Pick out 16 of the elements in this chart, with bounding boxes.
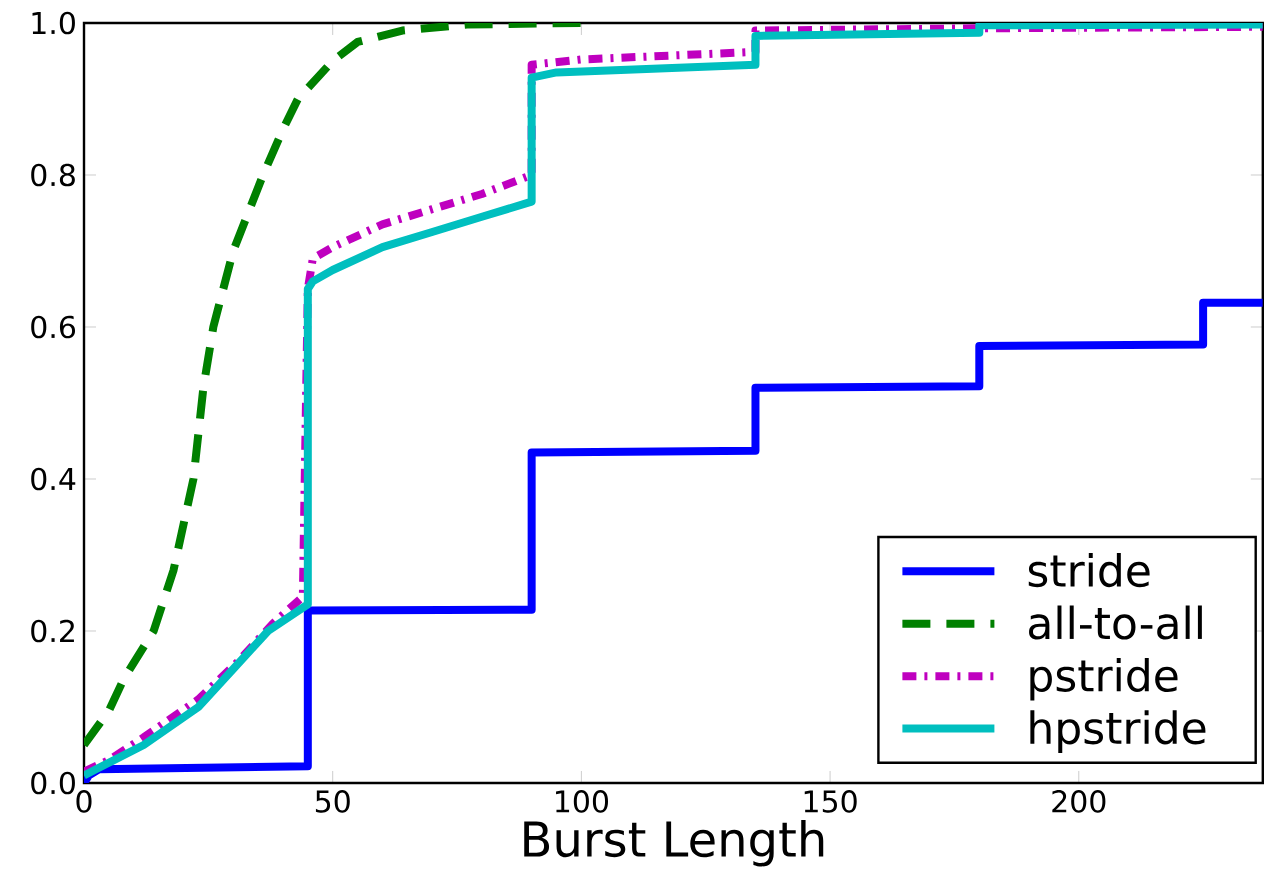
y-tick-label: 0.4 [31,467,76,491]
x-tick-label: 0 [76,790,92,813]
y-tick-label: 0.8 [31,163,75,187]
legend-label: hpstride [1030,710,1206,753]
legend-label: pstride [1030,657,1178,701]
legend-label: stride [1028,553,1150,588]
x-tick-label: 200 [1052,790,1106,813]
y-tick-label: 0.6 [31,315,76,339]
x-axis-title: Burst Length [524,820,824,867]
x-tick-label: 150 [804,790,857,813]
legend-label: all-to-all [1029,605,1202,640]
y-tick-label: 0.2 [31,619,74,643]
x-tick-label: 50 [315,790,350,813]
x-tick-label: 100 [556,790,609,813]
y-tick-label: 1.0 [32,11,75,35]
y-tick-label: 0.0 [31,771,75,795]
